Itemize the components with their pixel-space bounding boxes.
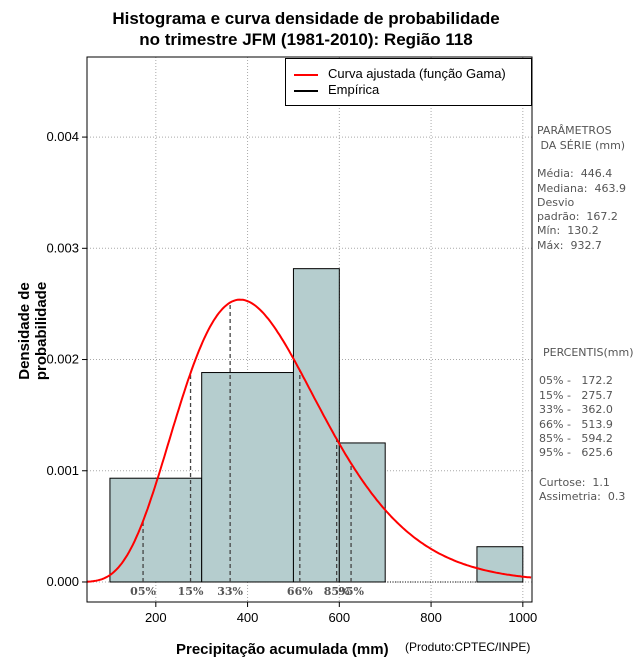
- stat-desvio-1: Desvio: [537, 196, 575, 209]
- percentile-33: 33% - 362.0: [539, 403, 613, 416]
- stat-curtose: Curtose: 1.1: [539, 476, 610, 489]
- stat-min: Mín: 130.2: [537, 224, 599, 237]
- chart-title-line-2: no trimestre JFM (1981-2010): Região 118: [139, 30, 473, 49]
- histogram-bar-3: [338, 442, 386, 583]
- credit-note: (Produto:CPTEC/INPE): [405, 640, 531, 654]
- percentile-label-2: 33%: [217, 585, 243, 598]
- y-axis-label: Densidade de probabilidade: [16, 281, 50, 381]
- histogram-bar-0: [109, 477, 203, 583]
- stat-assimetria: Assimetria: 0.3: [539, 490, 626, 503]
- legend-label-fitted: Curva ajustada (função Gama): [328, 66, 506, 81]
- stat-desvio-2: padrão: 167.2: [537, 210, 618, 223]
- y-tick-label-1: 0.001: [46, 463, 79, 478]
- chart-legend: Curva ajustada (função Gama) Empírica: [285, 58, 532, 106]
- stat-mediana: Mediana: 463.9: [537, 182, 626, 195]
- stats-header-2: DA SÉRIE (mm): [537, 139, 626, 152]
- percentile-95: 95% - 625.6: [539, 446, 613, 459]
- legend-label-empirical: Empírica: [328, 82, 380, 97]
- x-axis-label: Precipitação acumulada (mm): [176, 641, 389, 658]
- percentile-label-3: 66%: [287, 585, 313, 598]
- percentile-05: 05% - 172.2: [539, 374, 613, 387]
- stats-header-1: PARÂMETROS: [537, 124, 612, 137]
- percentile-label-4: 85%: [324, 585, 350, 598]
- histogram-bar-2: [292, 268, 340, 583]
- plot-frame: [86, 56, 533, 603]
- chart-title-line-1: Histograma e curva densidade de probabil…: [112, 9, 500, 28]
- y-tick-label-4: 0.004: [46, 129, 79, 144]
- y-tick-label-2: 0.002: [46, 352, 79, 367]
- percentile-label-5: 95%: [338, 585, 364, 598]
- percentiles-header: PERCENTIS(mm): [543, 346, 634, 359]
- gamma-fit-curve: [86, 298, 532, 583]
- stat-media: Média: 446.4: [537, 167, 613, 180]
- x-tick-label-1: 400: [237, 610, 259, 625]
- percentile-85: 85% - 594.2: [539, 432, 613, 445]
- legend-swatch-empirical: [294, 89, 318, 92]
- legend-item-fitted: Curva ajustada (função Gama): [294, 66, 506, 82]
- stat-max: Máx: 932.7: [537, 239, 602, 252]
- x-tick-label-3: 800: [420, 610, 442, 625]
- percentile-15: 15% - 275.7: [539, 389, 613, 402]
- y-tick-label-3: 0.003: [46, 240, 79, 255]
- x-tick-label-0: 200: [145, 610, 167, 625]
- x-tick-label-2: 600: [328, 610, 350, 625]
- y-tick-label-0: 0.000: [46, 574, 79, 589]
- legend-item-empirical: Empírica: [294, 82, 379, 98]
- percentile-label-0: 05%: [130, 585, 156, 598]
- legend-swatch-fitted: [294, 73, 318, 76]
- histogram-bar-1: [201, 372, 294, 583]
- percentile-label-1: 15%: [178, 585, 204, 598]
- x-tick-label-4: 1000: [508, 610, 537, 625]
- percentile-66: 66% - 513.9: [539, 418, 613, 431]
